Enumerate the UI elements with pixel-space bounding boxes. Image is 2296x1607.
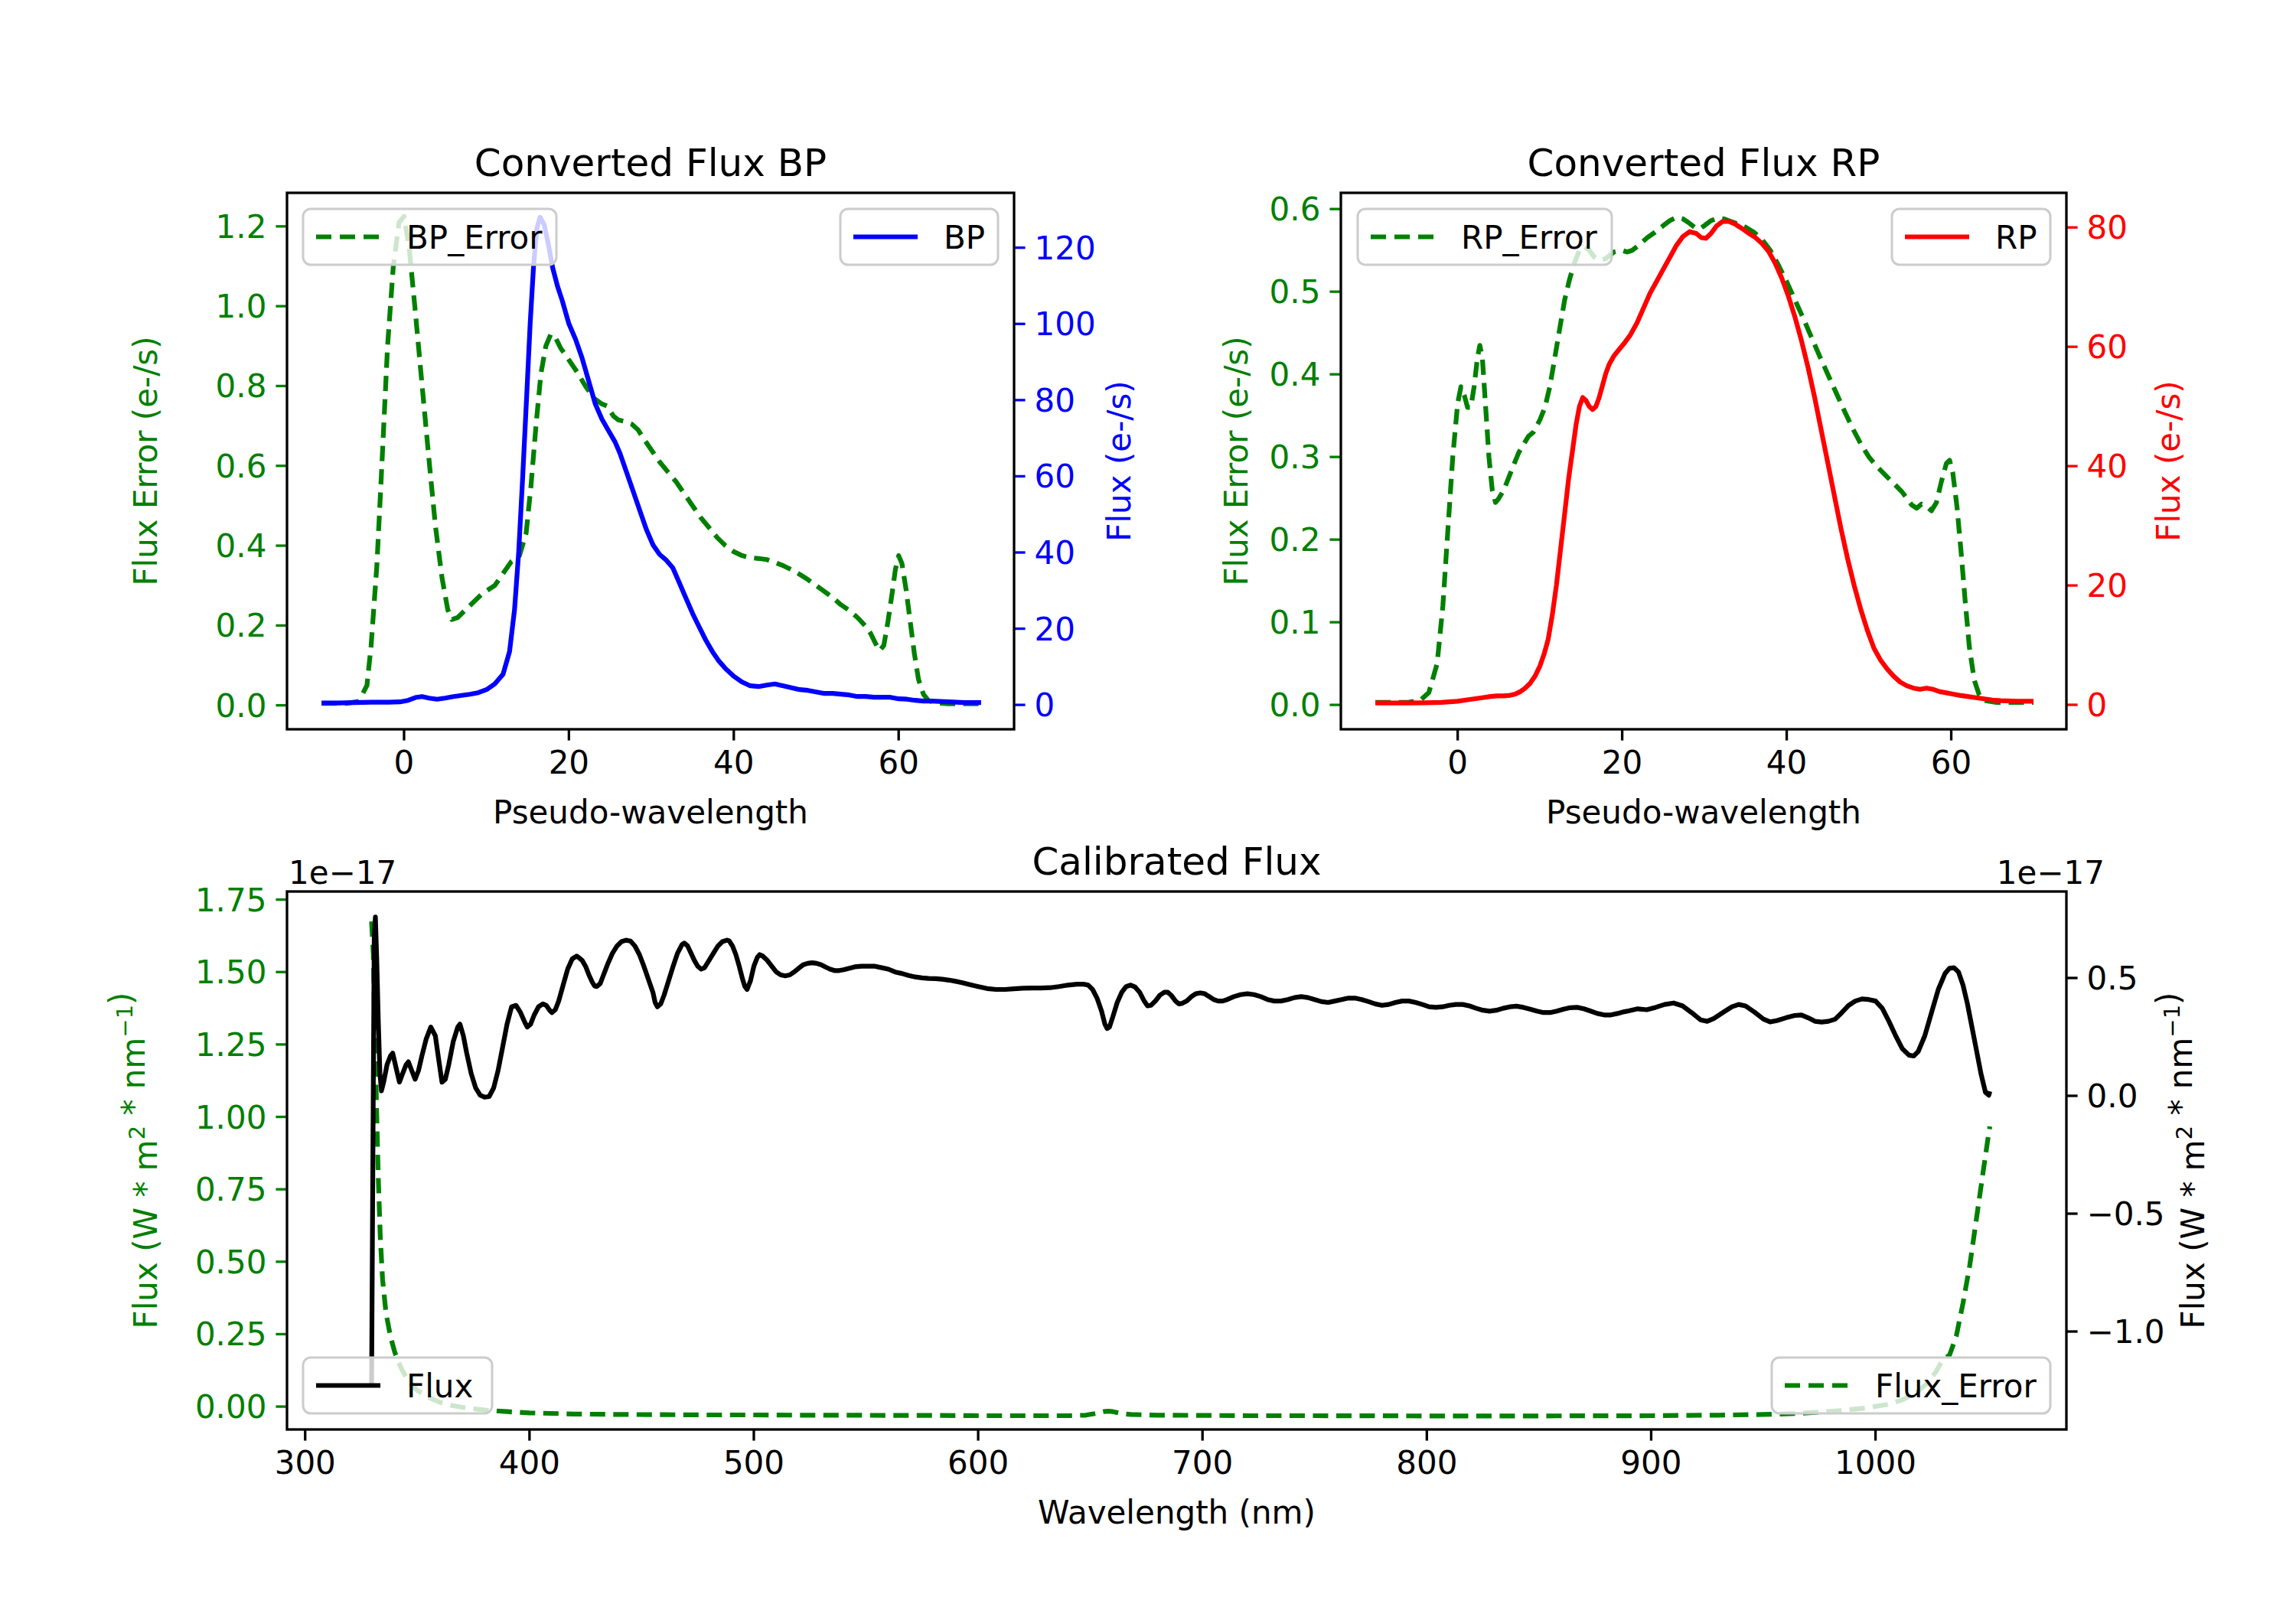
y-tick-label-right: 0.0 xyxy=(2087,1077,2138,1115)
rp-line xyxy=(1375,221,2033,702)
y-tick-label-left: 0.0 xyxy=(1270,686,1321,724)
y-tick-label-right: 0.5 xyxy=(2087,960,2138,997)
chart-title: Converted Flux RP xyxy=(1528,141,1880,185)
y-tick-label-left: 0.6 xyxy=(1270,191,1321,228)
y-tick-label-right: −0.5 xyxy=(2087,1195,2165,1233)
y-tick-label-left: 0.00 xyxy=(195,1388,267,1426)
y-tick-label-left: 0.4 xyxy=(216,527,267,565)
y-tick-label-right: 0 xyxy=(2087,686,2108,724)
flux-line xyxy=(372,917,1991,1386)
x-tick-label: 40 xyxy=(713,744,754,781)
x-tick-label: 60 xyxy=(1931,744,1971,781)
figure: 0 20 40 60 0.0 0.2 0.4 0.6 0.8 1.0 1.2 0 20 40 60 80 100… xyxy=(0,0,2296,1607)
legend-label: BP_Error xyxy=(406,219,543,256)
y-tick-label-left: 0.50 xyxy=(195,1244,267,1281)
y-axis-label-left: Flux Error (e-/s) xyxy=(1218,336,1255,585)
y-tick-label-left: 0.75 xyxy=(195,1171,267,1208)
x-tick-label: 300 xyxy=(275,1444,336,1482)
x-axis-label: Pseudo-wavelength xyxy=(1546,794,1861,831)
y-tick-label-left: 0.2 xyxy=(216,607,267,644)
y-tick-label-right: 40 xyxy=(2087,448,2128,485)
chart-title: Calibrated Flux xyxy=(1032,839,1321,884)
axes-spines xyxy=(287,892,2066,1429)
axes-spines xyxy=(1341,193,2066,729)
y-tick-label-left: 0.8 xyxy=(216,367,267,405)
y-tick-label-left: 0.6 xyxy=(216,448,267,485)
y-tick-label-left: 0.25 xyxy=(195,1315,267,1353)
legend-label: BP xyxy=(944,219,985,256)
y-tick-label-left: 1.2 xyxy=(216,208,267,246)
x-tick-label: 20 xyxy=(1602,744,1642,781)
x-tick-label: 500 xyxy=(723,1444,784,1482)
legend-label: Flux xyxy=(406,1367,473,1405)
flux-error-line xyxy=(372,921,1991,1416)
y-tick-label-left: 0.4 xyxy=(1270,356,1321,393)
y-tick-label-left: 0.3 xyxy=(1270,438,1321,476)
y-tick-label-right: 80 xyxy=(1035,382,1075,419)
x-tick-label: 700 xyxy=(1172,1444,1233,1482)
x-tick-label: 1000 xyxy=(1835,1444,1916,1482)
legend-rp-error: RP_Error xyxy=(1358,209,1612,265)
y-tick-label-left: 1.00 xyxy=(195,1099,267,1136)
y-axis-label-right: Flux (W * m2 * nm−1) xyxy=(2150,992,2212,1328)
y-tick-label-left: 1.25 xyxy=(195,1026,267,1064)
offset-text-left: 1e−17 xyxy=(289,854,396,892)
y-tick-label-left: 0.0 xyxy=(216,687,267,725)
y-axis-label-right: Flux (e-/s) xyxy=(1101,380,1138,541)
y-tick-label-right: 80 xyxy=(2087,209,2128,246)
y-tick-label-right: 120 xyxy=(1035,230,1096,267)
x-axis-label: Wavelength (nm) xyxy=(1038,1494,1316,1531)
legend-flux-error: Flux_Error xyxy=(1772,1358,2050,1413)
chart-converted-flux-bp: 0 20 40 60 0.0 0.2 0.4 0.6 0.8 1.0 1.2 0 20 40 60 80 100… xyxy=(127,141,1138,831)
legend-flux: Flux xyxy=(303,1358,492,1413)
x-tick-label: 60 xyxy=(878,744,918,781)
chart-converted-flux-rp: 0 20 40 60 0.0 0.1 0.2 0.3 0.4 0.5 0.6 0 20 40 60 80 Con… xyxy=(1218,141,2187,831)
axes-spines xyxy=(287,193,1014,729)
y-tick-label-right: 40 xyxy=(1035,534,1075,572)
legend-label: Flux_Error xyxy=(1875,1367,2037,1405)
legend-bp-error: BP_Error xyxy=(303,209,556,265)
y-tick-label-right: 20 xyxy=(1035,611,1075,648)
y-axis-label-right: Flux (e-/s) xyxy=(2150,380,2187,541)
y-tick-label-left: 0.5 xyxy=(1270,273,1321,311)
y-tick-label-left: 1.75 xyxy=(195,882,267,919)
legend-bp: BP xyxy=(840,209,998,265)
chart-calibrated-flux: 300 400 500 600 700 800 900 1000 0.00 0.25 0.50 0.7… xyxy=(103,839,2212,1531)
legend-rp: RP xyxy=(1892,209,2050,265)
x-tick-label: 400 xyxy=(499,1444,560,1482)
x-tick-label: 20 xyxy=(549,744,589,781)
x-tick-label: 900 xyxy=(1620,1444,1681,1482)
legend-label: RP_Error xyxy=(1461,219,1598,256)
y-tick-label-left: 0.1 xyxy=(1270,604,1321,641)
bp-error-line xyxy=(321,217,981,704)
y-tick-label-left: 0.2 xyxy=(1270,521,1321,559)
y-tick-label-right: 20 xyxy=(2087,567,2128,605)
offset-text-right: 1e−17 xyxy=(1997,854,2105,892)
charts-canvas: 0 20 40 60 0.0 0.2 0.4 0.6 0.8 1.0 1.2 0 20 40 60 80 100… xyxy=(0,0,2296,1607)
y-tick-label-left: 1.0 xyxy=(216,288,267,325)
y-tick-label-right: −1.0 xyxy=(2087,1313,2165,1351)
x-axis-label: Pseudo-wavelength xyxy=(493,794,808,831)
x-tick-label: 800 xyxy=(1396,1444,1457,1482)
y-tick-label-right: 60 xyxy=(1035,458,1075,495)
y-tick-label-right: 60 xyxy=(2087,328,2128,366)
y-tick-label-left: 1.50 xyxy=(195,953,267,991)
x-tick-label: 40 xyxy=(1766,744,1807,781)
y-axis-label-left: Flux Error (e-/s) xyxy=(127,336,165,585)
x-tick-label: 0 xyxy=(1447,744,1468,781)
y-tick-label-right: 0 xyxy=(1035,686,1055,724)
legend-label: RP xyxy=(1995,219,2037,256)
y-tick-label-right: 100 xyxy=(1035,305,1096,343)
rp-error-line xyxy=(1375,217,2033,702)
x-tick-label: 0 xyxy=(394,744,415,781)
x-tick-label: 600 xyxy=(947,1444,1009,1482)
chart-title: Converted Flux BP xyxy=(475,141,827,185)
bp-line xyxy=(321,217,981,703)
y-axis-label-left: Flux (W * m2 * nm−1) xyxy=(103,992,165,1328)
